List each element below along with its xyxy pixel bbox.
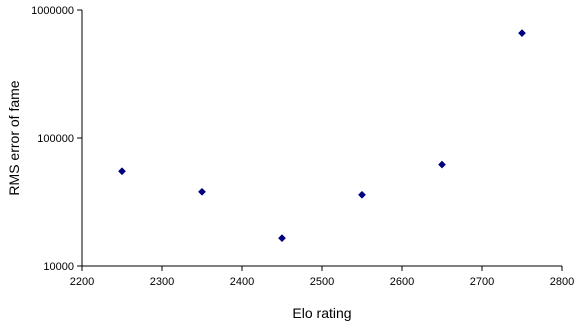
x-tick-label: 2400 [230,276,254,288]
x-tick-label: 2600 [390,276,414,288]
data-point [518,29,526,38]
x-axis-ticks: 2200 2300 2400 2500 2600 2700 2800 [70,266,574,288]
data-point [118,167,126,176]
y-tick-label: 1000000 [31,5,74,17]
data-point [438,160,446,169]
data-points [118,29,526,243]
y-tick-label: 10000 [43,261,74,273]
y-axis-ticks: 10000 100000 1000000 [31,5,82,273]
x-tick-label: 2700 [470,276,494,288]
data-point [278,234,286,243]
x-tick-label: 2300 [150,276,174,288]
chart-axes [81,10,562,267]
y-tick-label: 100000 [37,133,74,145]
data-point [198,187,206,196]
data-point [358,190,366,199]
x-axis-title: Elo rating [292,305,351,321]
x-tick-label: 2500 [310,276,334,288]
x-tick-label: 2800 [550,276,574,288]
x-tick-label: 2200 [70,276,94,288]
y-axis-title: RMS error of fame [6,80,22,195]
